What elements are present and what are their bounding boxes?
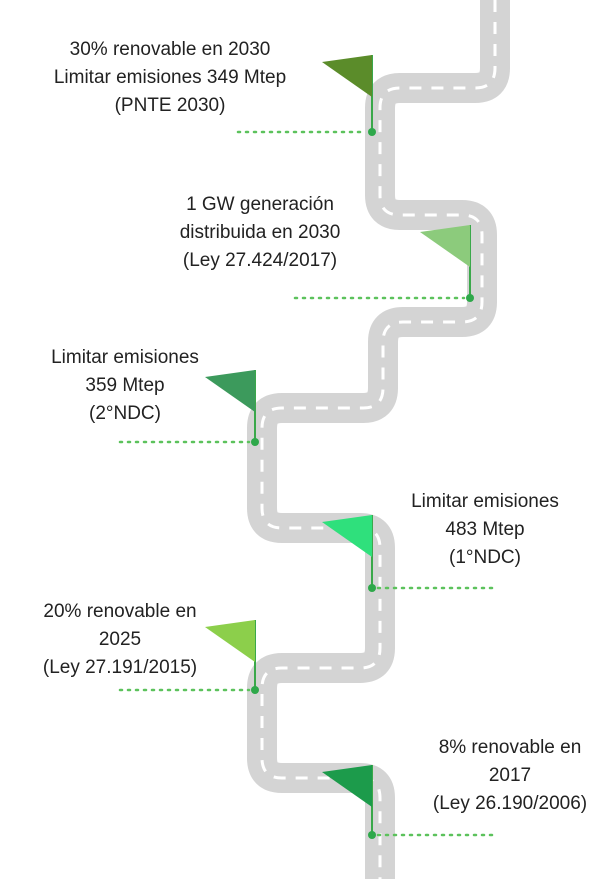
- milestone-label: distribuida en 2030: [180, 222, 341, 243]
- milestone-dot: [466, 294, 474, 302]
- milestone-label: Limitar emisiones 349 Mtep: [54, 67, 286, 88]
- milestone-label: (Ley 26.190/2006): [433, 793, 587, 814]
- flag: [205, 620, 255, 662]
- flag: [322, 55, 372, 97]
- road-center-line: [260, 0, 497, 879]
- milestone-dot: [251, 686, 259, 694]
- milestone-label: (1°NDC): [449, 547, 521, 568]
- milestone-label: (Ley 27.191/2015): [43, 657, 197, 678]
- milestone-dot: [251, 438, 259, 446]
- milestone-label: Limitar emisiones: [51, 347, 199, 368]
- milestone-dot: [368, 831, 376, 839]
- milestone-label: 20% renovable en: [43, 601, 196, 622]
- milestone-dot: [368, 128, 376, 136]
- milestone-label: 30% renovable en 2030: [70, 39, 271, 60]
- flag: [205, 370, 255, 412]
- milestone-label: 8% renovable en: [439, 737, 582, 758]
- road: [247, 0, 510, 879]
- milestone-label: (PNTE 2030): [115, 95, 226, 116]
- milestone-label: 483 Mtep: [445, 519, 524, 540]
- flag: [322, 515, 372, 557]
- milestone-label: 1 GW generación: [186, 194, 334, 215]
- milestone-dot: [368, 584, 376, 592]
- milestone-label: 2025: [99, 629, 141, 650]
- milestone-label: Limitar emisiones: [411, 491, 559, 512]
- milestone-label: 359 Mtep: [85, 375, 164, 396]
- milestone-label: (Ley 27.424/2017): [183, 250, 337, 271]
- milestone-label: (2°NDC): [89, 403, 161, 424]
- flag: [420, 225, 470, 267]
- milestone-label: 2017: [489, 765, 531, 786]
- flag: [322, 765, 372, 807]
